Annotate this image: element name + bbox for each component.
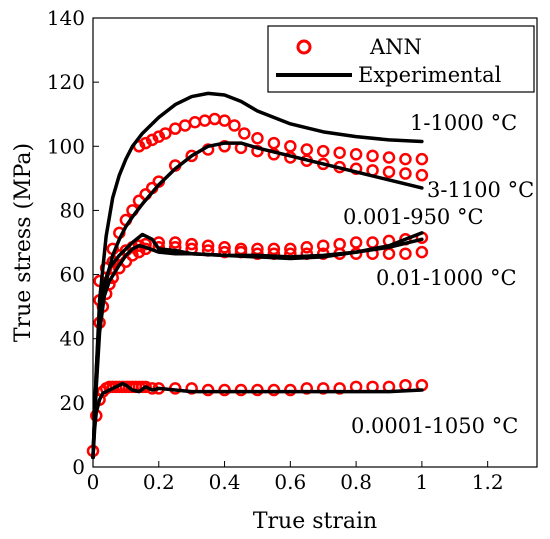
- ann-point: [267, 136, 281, 150]
- ann-point: [185, 237, 198, 251]
- ann-point: [198, 114, 212, 127]
- ann-point: [228, 119, 241, 132]
- experimental-line: [91, 237, 424, 460]
- ann-point: [382, 165, 396, 179]
- ann-point: [316, 239, 330, 252]
- x-tick-label: 0.8: [340, 470, 372, 494]
- ann-point: [159, 127, 172, 140]
- ann-point: [415, 152, 429, 166]
- ann-point: [399, 247, 412, 260]
- ann-point: [316, 144, 330, 158]
- x-tick-label: 0.4: [209, 470, 241, 494]
- experimental-lines-layer: [91, 91, 424, 460]
- series-label: 0.001-950 °C: [343, 205, 484, 229]
- ann-point: [300, 241, 314, 254]
- legend-box: [267, 25, 535, 93]
- ann-point: [218, 140, 231, 153]
- series-label: 1-1000 °C: [410, 111, 517, 135]
- ann-point: [168, 122, 182, 135]
- y-tick-label: 0: [72, 455, 85, 479]
- ann-point: [145, 133, 159, 147]
- ticks-layer: 0 0.2 0.4 0.6 0.8 1 1.2 0 20 40 60 80 100 120 140: [47, 6, 504, 494]
- ann-point: [201, 239, 215, 252]
- legend-ann-marker: [296, 39, 312, 55]
- ann-point: [218, 245, 231, 259]
- x-tick-label: 0.6: [274, 470, 306, 494]
- x-axis-label: True strain: [253, 509, 377, 534]
- y-tick-label: 80: [60, 198, 85, 222]
- ann-point: [366, 236, 379, 249]
- ann-point: [152, 130, 166, 143]
- ann-point: [188, 115, 202, 129]
- series-labels-layer: 1-1000 °C 3-1100 °C 0.001-950 °C 0.01-1000 …: [343, 111, 534, 438]
- x-tick-label: 0.2: [143, 470, 175, 494]
- ann-point: [382, 151, 396, 164]
- experimental-line: [91, 381, 424, 460]
- ann-point: [168, 236, 182, 249]
- x-tick-label: 1: [416, 470, 429, 494]
- ann-point: [139, 136, 152, 150]
- ann-point: [267, 242, 281, 256]
- series-label: 0.01-1000 °C: [376, 266, 517, 290]
- ann-point: [208, 112, 221, 126]
- ann-point: [333, 382, 346, 395]
- ann-point: [399, 152, 412, 166]
- ann-point: [415, 168, 429, 182]
- ann-point: [366, 149, 379, 163]
- legend-ann-label: ANN: [369, 35, 422, 59]
- ann-point: [399, 167, 412, 180]
- ann-point: [238, 127, 251, 140]
- ann-point: [284, 140, 297, 153]
- ann-point: [399, 378, 412, 392]
- series-label: 3-1100 °C: [427, 178, 534, 202]
- legend: ANN Experimental: [267, 25, 535, 93]
- y-tick-label: 140: [47, 6, 85, 30]
- x-tick-label: 1.2: [472, 470, 504, 494]
- ann-point: [349, 236, 363, 249]
- ann-point: [300, 382, 314, 395]
- y-tick-label: 100: [47, 134, 85, 158]
- ann-point: [316, 382, 330, 395]
- ann-point: [284, 242, 297, 256]
- ann-point: [382, 247, 396, 260]
- ann-point: [251, 132, 264, 145]
- y-axis-label: True stress (MPa): [11, 143, 36, 342]
- ann-point: [178, 119, 192, 132]
- ann-point: [218, 114, 231, 127]
- ann-point: [185, 382, 198, 395]
- legend-experimental-label: Experimental: [358, 63, 502, 87]
- ann-point: [185, 149, 198, 163]
- ann-point: [415, 245, 429, 259]
- ann-point: [300, 143, 314, 156]
- y-tick-label: 20: [60, 391, 85, 415]
- y-tick-label: 40: [60, 327, 85, 351]
- experimental-line: [91, 91, 424, 460]
- plot-frame: [92, 17, 538, 468]
- ann-point: [218, 241, 231, 254]
- y-tick-label: 60: [60, 263, 85, 287]
- y-tick-label: 120: [47, 70, 85, 94]
- ann-point: [333, 146, 346, 159]
- ann-point: [139, 380, 152, 394]
- ann-point: [349, 148, 363, 161]
- x-tick-label: 0: [87, 470, 100, 494]
- series-label: 0.0001-1050 °C: [351, 414, 518, 438]
